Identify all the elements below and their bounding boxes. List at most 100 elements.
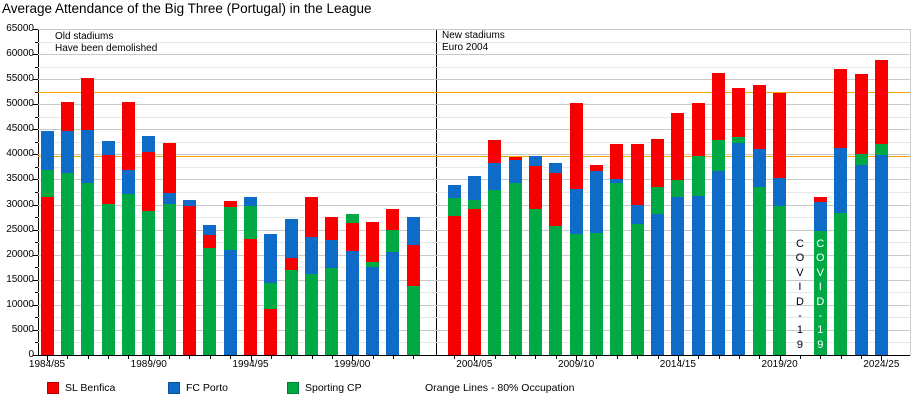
bar-1986-87-sporting [81, 183, 95, 355]
y-gridline-50000 [38, 104, 910, 106]
y-axis-tick-0 [33, 355, 38, 356]
covid-letter: C [795, 238, 804, 250]
y-axis-tick-65000 [33, 29, 38, 30]
reference-line-2 [38, 155, 910, 157]
y-axis-label-25000: 25000 [6, 223, 34, 235]
x-axis-label-2004-05: 2004/05 [456, 359, 493, 370]
bar-2024-25-porto [874, 154, 888, 355]
bar-2014-15-porto [671, 196, 685, 355]
bar-2011-12-sporting [610, 183, 624, 355]
x-axis-label-1999-00: 1999/00 [334, 359, 371, 370]
y-axis-tick-25000 [33, 229, 38, 231]
bar-2007-08-sporting [528, 209, 542, 355]
x-tick-1993-94 [230, 356, 232, 359]
x-tick-2002-03 [413, 356, 415, 359]
legend-label-porto: FC Porto [186, 382, 229, 394]
x-axis-label-2014-15: 2014/15 [659, 359, 696, 370]
new-stadiums-line2: Euro 2004 [442, 42, 489, 53]
x-tick-2016-17 [718, 356, 720, 359]
y-axis-label-50000: 50000 [6, 98, 34, 110]
bar-2010-11-sporting [589, 232, 603, 355]
y-axis-label-60000: 60000 [6, 48, 34, 60]
x-tick-2015-16 [698, 356, 700, 359]
legend: SL Benfica FC Porto Sporting CP Orange L… [0, 378, 918, 400]
x-tick-1996-97 [291, 356, 293, 359]
y-axis-label-30000: 30000 [6, 198, 34, 210]
x-axis-label-2024-25: 2024/25 [863, 359, 900, 370]
y-axis-tick-50000 [33, 104, 38, 106]
y-gridline-60000 [38, 54, 910, 56]
bar-2006-07-sporting [508, 183, 522, 355]
x-tick-2021-22 [820, 356, 822, 359]
x-tick-2018-19 [759, 356, 761, 359]
y-gridline-65000 [38, 29, 910, 30]
covid-letter: 9 [796, 338, 803, 351]
x-tick-1992-93 [209, 356, 211, 359]
x-tick-2019-20 [779, 356, 781, 361]
x-tick-1998-99 [331, 356, 333, 359]
y-axis-minortick-32500 [35, 192, 38, 193]
y-axis-tick-10000 [33, 304, 38, 306]
y-axis-minortick-17500 [35, 267, 38, 269]
y-axis-tick-15000 [33, 279, 38, 281]
bar-1990-91-sporting [162, 204, 176, 355]
reference-line-1 [38, 91, 910, 93]
x-tick-2001-02 [392, 356, 394, 359]
x-tick-2008-09 [555, 356, 557, 359]
x-axis-label-1989-90: 1989/90 [130, 359, 167, 370]
bar-2017-18-porto [732, 142, 746, 355]
x-tick-1997-98 [311, 356, 313, 359]
covid-letter: - [798, 310, 802, 323]
bar-2023-24-porto [854, 165, 868, 355]
x-tick-2006-07 [515, 356, 517, 359]
x-tick-2004-05 [474, 356, 476, 361]
y-axis-minortick-37500 [35, 166, 38, 168]
legend-note-orange-lines: Orange Lines - 80% Occupation [425, 382, 575, 394]
x-tick-1987-88 [108, 356, 110, 359]
legend-label-sporting: Sporting CP [305, 382, 362, 394]
y-axis-label-35000: 35000 [6, 173, 34, 185]
x-axis-label-1994-95: 1994/95 [232, 359, 269, 370]
old-stadiums-line2: Have been demolished [55, 43, 158, 54]
covid-letter: I [798, 281, 802, 294]
bar-1987-88-sporting [101, 204, 115, 355]
y-gridline-42500 [38, 141, 910, 143]
y-axis-minortick-7500 [35, 317, 38, 319]
bar-2012-13-sporting [630, 223, 644, 355]
bar-1995-96-benfica [264, 308, 278, 355]
bar-1991-92-benfica [182, 205, 196, 355]
new-stadiums-annotation: New stadiums Euro 2004 [442, 30, 505, 54]
bar-1996-97-sporting [284, 270, 298, 355]
y-axis-minortick-27500 [35, 217, 38, 219]
x-axis-label-1984-85: 1984/85 [28, 359, 66, 370]
x-axis-label-2019-20: 2019/20 [761, 359, 798, 370]
bar-1992-93-sporting [203, 248, 217, 355]
chart-title: Average Attendance of the Big Three (Por… [2, 1, 372, 16]
y-axis-minortick-22500 [35, 242, 38, 244]
y-gridline-57500 [38, 66, 910, 68]
y-axis-tick-60000 [33, 54, 38, 56]
x-tick-2012-13 [637, 356, 639, 359]
y-axis-tick-35000 [33, 179, 38, 181]
covid-letter: O [795, 252, 805, 265]
y-axis-label-55000: 55000 [6, 73, 34, 85]
x-tick-1990-91 [169, 356, 171, 359]
x-tick-2014-15 [677, 356, 679, 361]
bar-1997-98-sporting [305, 273, 319, 355]
x-tick-2023-24 [861, 356, 862, 359]
y-axis-minortick-62500 [35, 41, 38, 43]
plot-right-border [910, 29, 911, 356]
x-tick-1994-95 [250, 356, 252, 361]
x-tick-2005-06 [494, 356, 496, 359]
y-gridline-47500 [38, 116, 910, 118]
y-axis-label-40000: 40000 [6, 148, 34, 160]
x-tick-2003-04 [454, 356, 455, 359]
y-axis-minortick-57500 [35, 66, 38, 68]
x-axis-line [38, 355, 911, 356]
x-tick-1984-85 [47, 356, 48, 361]
y-gridline-55000 [38, 79, 910, 81]
porto-color-swatch [168, 382, 180, 394]
new-stadiums-line1: New stadiums [442, 30, 505, 41]
bar-2005-06-sporting [488, 190, 502, 355]
